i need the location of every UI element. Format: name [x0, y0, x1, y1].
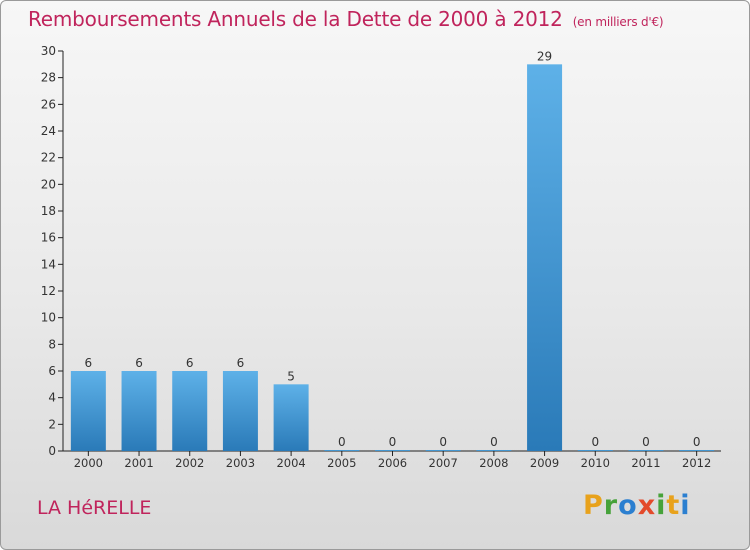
bar: [425, 450, 461, 451]
y-tick-label: 8: [48, 337, 56, 351]
y-tick-label: 30: [41, 44, 56, 58]
y-tick-label: 12: [41, 284, 56, 298]
x-tick-label: 2001: [124, 456, 153, 470]
bar-value-label: 0: [389, 435, 397, 449]
bar-value-label: 29: [537, 49, 552, 63]
y-tick-label: 6: [48, 364, 56, 378]
x-tick-label: 2004: [276, 456, 305, 470]
bar: [628, 450, 664, 451]
unit-label: (en milliers d'€): [572, 15, 664, 29]
logo-letter: x: [637, 490, 657, 521]
bar: [324, 450, 360, 451]
y-tick-label: 2: [48, 417, 56, 431]
bar: [273, 384, 309, 451]
x-tick-label: 2012: [682, 456, 711, 470]
bar-value-label: 0: [439, 435, 447, 449]
x-tick-label: 2006: [378, 456, 407, 470]
y-tick-label: 18: [41, 204, 56, 218]
bar-value-label: 6: [135, 356, 143, 370]
x-tick-label: 2005: [327, 456, 356, 470]
proxiti-logo: Proxiti: [583, 490, 691, 521]
y-tick-label: 0: [48, 444, 56, 458]
x-tick-label: 2008: [479, 456, 508, 470]
x-tick-label: 2009: [530, 456, 559, 470]
logo-letter: r: [603, 490, 619, 521]
y-tick-label: 26: [41, 97, 56, 111]
bar-value-label: 6: [85, 356, 93, 370]
x-tick-label: 2007: [429, 456, 458, 470]
bar-value-label: 6: [186, 356, 194, 370]
bar-value-label: 5: [287, 369, 295, 383]
bar: [121, 371, 157, 451]
y-tick-label: 4: [48, 391, 56, 405]
x-tick-label: 2000: [74, 456, 103, 470]
bar-value-label: 6: [237, 356, 245, 370]
y-tick-label: 16: [41, 231, 56, 245]
bar: [172, 371, 208, 451]
chart-title: Remboursements Annuels de la Dette de 20…: [28, 7, 664, 31]
y-tick-label: 10: [41, 311, 56, 325]
y-tick-label: 22: [41, 151, 56, 165]
x-tick-label: 2010: [581, 456, 610, 470]
x-tick-label: 2011: [631, 456, 660, 470]
x-tick-label: 2002: [175, 456, 204, 470]
y-tick-label: 24: [41, 124, 56, 138]
bar: [527, 64, 563, 452]
commune-name: LA HéRELLE: [37, 497, 152, 519]
bar: [679, 450, 715, 451]
logo-letter: t: [666, 490, 681, 521]
title-text: Remboursements Annuels de la Dette de 20…: [28, 7, 563, 31]
logo-letter: P: [583, 490, 604, 521]
logo-letter: i: [656, 490, 667, 521]
bar: [577, 450, 613, 451]
bar-value-label: 0: [693, 435, 701, 449]
x-tick-label: 2003: [226, 456, 255, 470]
bar-value-label: 0: [490, 435, 498, 449]
bar-value-label: 0: [591, 435, 599, 449]
y-tick-label: 20: [41, 177, 56, 191]
bar: [70, 371, 106, 451]
bar: [476, 450, 512, 451]
y-tick-label: 28: [41, 71, 56, 85]
bar-value-label: 0: [642, 435, 650, 449]
logo-letter: o: [618, 490, 638, 521]
logo-letter: i: [680, 490, 691, 521]
bar: [222, 371, 258, 451]
y-tick-label: 14: [41, 257, 56, 271]
bar-value-label: 0: [338, 435, 346, 449]
bar: [375, 450, 410, 451]
